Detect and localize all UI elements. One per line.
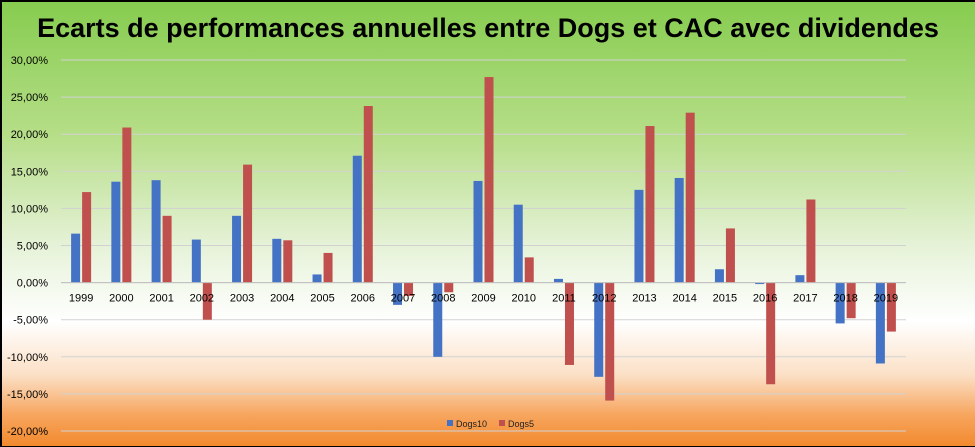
- x-category-label: 2005: [310, 293, 334, 305]
- y-tick-label: 30,00%: [11, 55, 49, 67]
- x-category-label: 2006: [351, 293, 375, 305]
- bar-dogs5-2005: [323, 252, 333, 283]
- bar-dogs5-2012: [605, 282, 615, 401]
- bars: [71, 77, 896, 401]
- x-category-label: 1999: [69, 293, 93, 305]
- bar-dogs10-2013: [634, 189, 644, 283]
- bar-dogs5-2014: [685, 112, 695, 283]
- y-tick-label: 0,00%: [17, 278, 48, 290]
- bar-dogs10-2019: [875, 282, 885, 364]
- y-axis-tick-labels: 30,00% 25,00% 20,00% 15,00% 10,00% 5,00% 0,00%…: [7, 55, 48, 438]
- x-category-label: 2016: [753, 293, 777, 305]
- x-category-label: 2011: [552, 293, 576, 305]
- legend-label-dogs10: Dogs10: [456, 419, 487, 429]
- bar-dogs10-2002: [191, 239, 201, 283]
- legend-label-dogs5: Dogs5: [508, 419, 534, 429]
- bar-dogs10-2004: [272, 238, 282, 283]
- bar-dogs5-2010: [524, 257, 534, 283]
- bar-dogs10-2014: [674, 177, 684, 283]
- y-tick-label: 15,00%: [11, 166, 49, 178]
- chart-title: Ecarts de performances annuelles entre D…: [37, 13, 939, 43]
- x-category-label: 2002: [190, 293, 214, 305]
- bar-dogs10-2016: [755, 282, 765, 285]
- x-axis-category-labels: 1999 2000 2001 2002 2003 2004 2005 2006 2007 2008…: [69, 293, 898, 305]
- x-category-label: 2000: [109, 293, 133, 305]
- legend-swatch-dogs5: [499, 420, 505, 426]
- x-category-label: 2007: [391, 293, 415, 305]
- y-tick-label: 25,00%: [11, 92, 49, 104]
- bar-dogs5-2011: [564, 282, 574, 365]
- x-category-label: 2013: [632, 293, 656, 305]
- bar-dogs10-2008: [433, 282, 443, 357]
- x-category-label: 2009: [471, 293, 495, 305]
- bar-dogs10-1999: [71, 233, 81, 283]
- bar-dogs10-2015: [714, 269, 724, 283]
- y-tick-label: 5,00%: [17, 241, 48, 253]
- y-tick-label: -5,00%: [13, 315, 48, 327]
- y-tick-label: 10,00%: [11, 203, 49, 215]
- x-category-label: 2003: [230, 293, 254, 305]
- bar-dogs5-2000: [122, 127, 132, 283]
- bar-dogs5-2019: [886, 282, 896, 332]
- bar-dogs10-2003: [232, 215, 242, 283]
- x-category-label: 2010: [511, 293, 535, 305]
- y-tick-label: 20,00%: [11, 129, 49, 141]
- bar-dogs5-2006: [363, 106, 373, 283]
- x-category-label: 2015: [713, 293, 737, 305]
- bar-dogs5-1999: [82, 192, 92, 283]
- bar-dogs10-2017: [795, 275, 805, 283]
- x-category-label: 2014: [672, 293, 696, 305]
- bar-dogs10-2000: [111, 181, 121, 283]
- y-tick-label: -10,00%: [7, 352, 48, 364]
- bar-dogs5-2013: [645, 126, 655, 283]
- bar-dogs10-2011: [553, 278, 563, 283]
- gridlines: [61, 59, 906, 432]
- y-tick-label: -20,00%: [7, 426, 48, 438]
- bar-dogs5-2004: [283, 240, 293, 283]
- bar-dogs5-2009: [484, 77, 494, 283]
- bar-dogs5-2016: [766, 282, 776, 385]
- legend: Dogs10 Dogs5: [447, 419, 534, 429]
- x-category-label: 2004: [270, 293, 294, 305]
- bar-dogs10-2018: [835, 282, 845, 324]
- x-category-label: 2018: [833, 293, 857, 305]
- bar-dogs10-2007: [393, 282, 403, 305]
- x-category-label: 2019: [874, 293, 898, 305]
- bar-dogs10-2001: [151, 180, 161, 283]
- bar-dogs10-2009: [473, 180, 483, 283]
- bar-dogs10-2012: [594, 282, 604, 377]
- bar-dogs5-2018: [846, 282, 856, 319]
- legend-swatch-dogs10: [447, 420, 453, 426]
- bar-dogs10-2010: [513, 204, 523, 283]
- bar-dogs5-2001: [162, 215, 172, 283]
- bar-dogs5-2003: [243, 164, 253, 283]
- bar-dogs5-2002: [202, 282, 212, 320]
- x-category-label: 2001: [149, 293, 173, 305]
- bar-dogs10-2005: [312, 274, 322, 283]
- x-category-label: 2017: [793, 293, 817, 305]
- bar-dogs5-2007: [404, 282, 414, 296]
- bar-dogs5-2017: [806, 199, 816, 283]
- x-category-label: 2012: [592, 293, 616, 305]
- bar-dogs5-2015: [725, 228, 735, 283]
- x-category-label: 2008: [431, 293, 455, 305]
- bar-dogs10-2006: [352, 155, 362, 283]
- bar-dogs5-2008: [444, 282, 454, 293]
- y-tick-label: -15,00%: [7, 389, 48, 401]
